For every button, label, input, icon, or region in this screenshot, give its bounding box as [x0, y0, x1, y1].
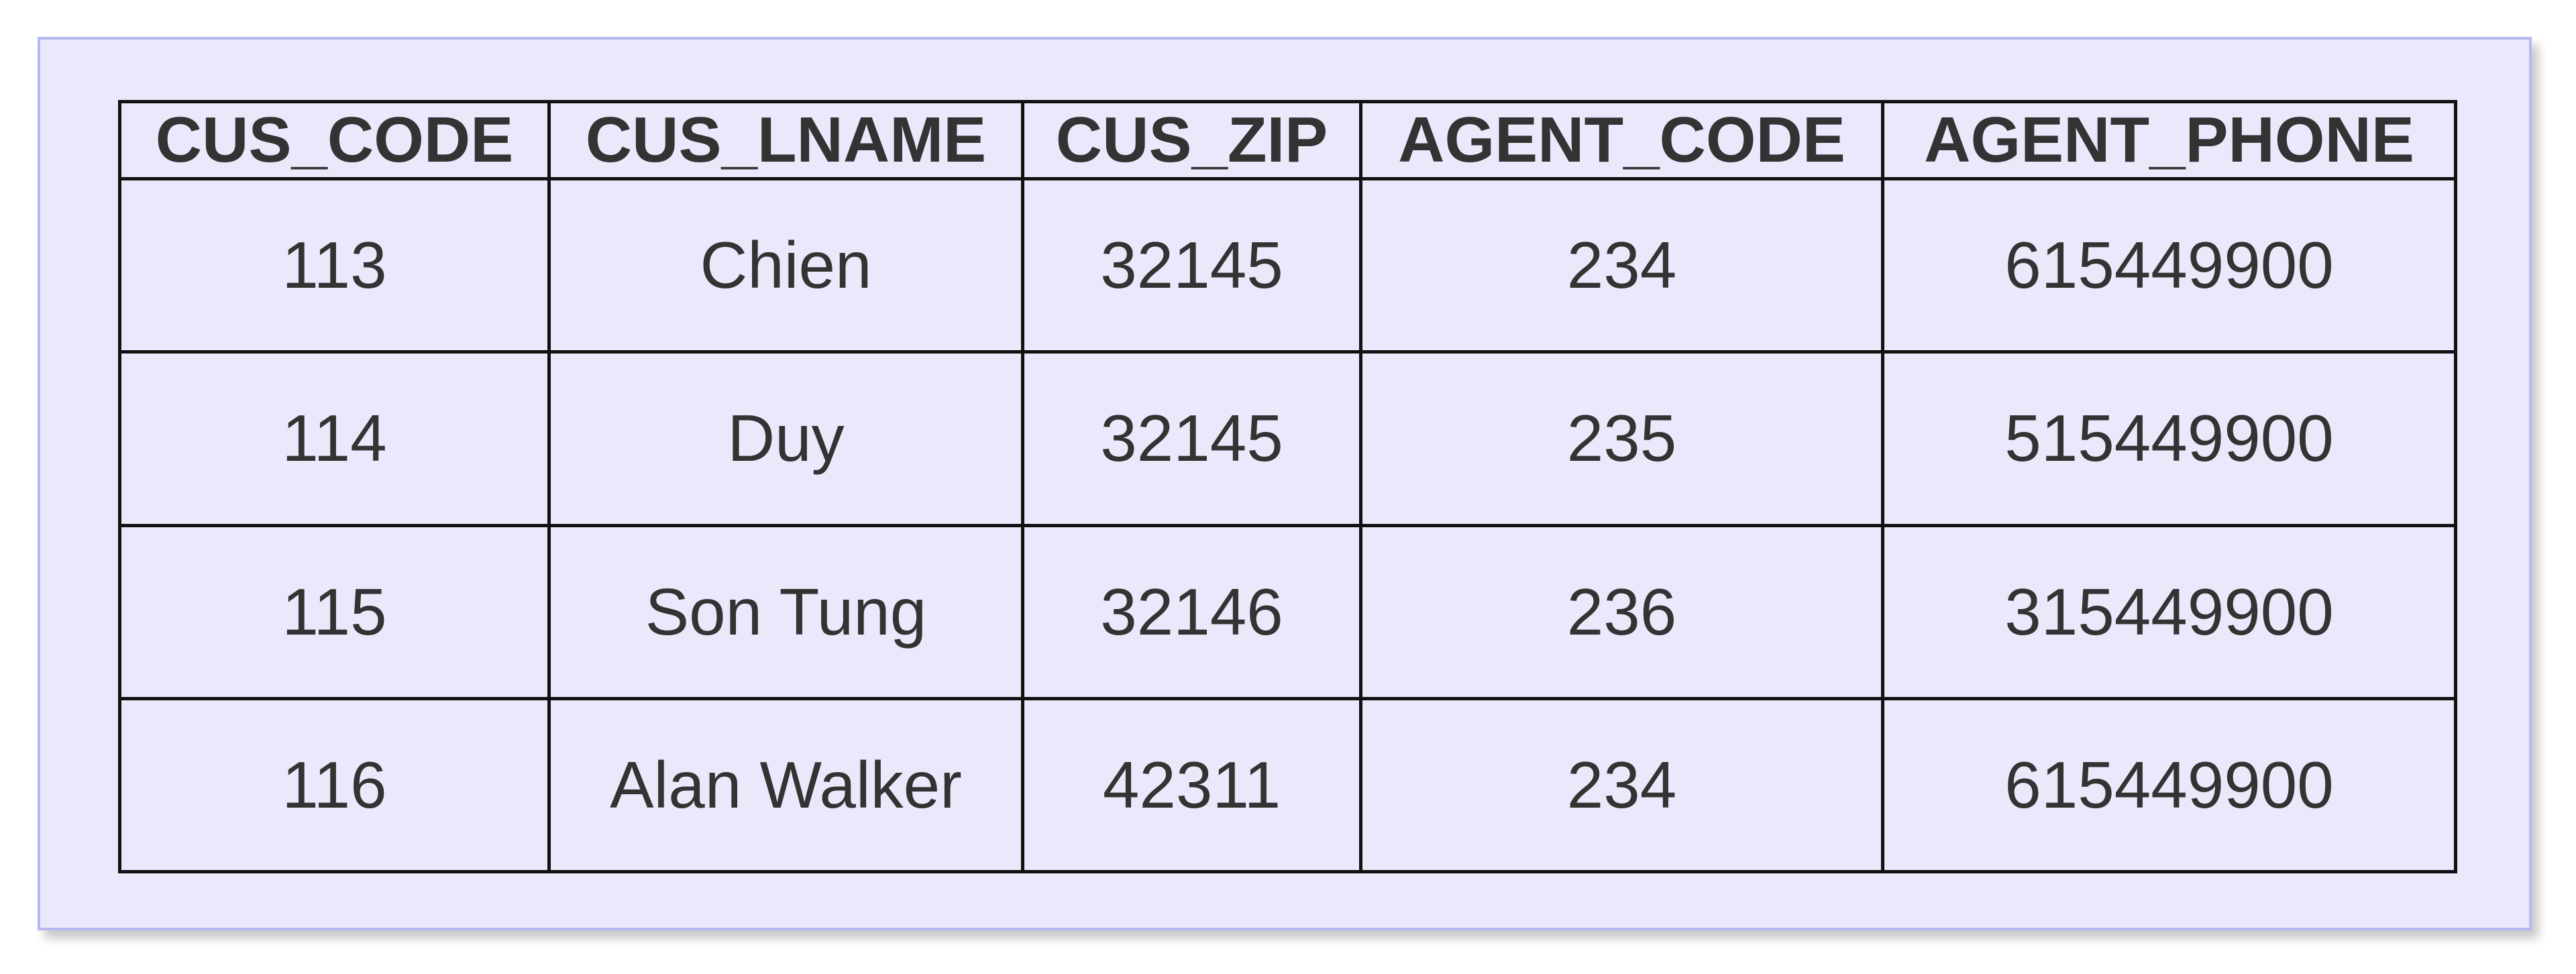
- column-header-agent-phone: AGENT_PHONE: [1881, 100, 2457, 180]
- column-header-agent-code: AGENT_CODE: [1359, 100, 1884, 180]
- cell-cus-lname: Chien: [547, 176, 1024, 354]
- column-header-cus-code: CUS_CODE: [118, 100, 551, 180]
- cell-cus-code: 114: [118, 350, 551, 527]
- cell-cus-code: 115: [118, 523, 551, 700]
- cell-cus-code: 113: [118, 176, 551, 354]
- cell-agent-phone: 315449900: [1881, 523, 2457, 700]
- table-row: 113 Chien 32145 234 615449900: [118, 176, 2457, 354]
- cell-agent-phone: 615449900: [1881, 176, 2457, 354]
- column-header-cus-lname: CUS_LNAME: [547, 100, 1024, 180]
- cell-cus-zip: 42311: [1021, 696, 1362, 874]
- cell-cus-lname: Alan Walker: [547, 696, 1024, 874]
- cell-cus-lname: Son Tung: [547, 523, 1024, 700]
- table-panel: CUS_CODE CUS_LNAME CUS_ZIP AGENT_CODE AG…: [38, 37, 2532, 930]
- cell-cus-code: 116: [118, 696, 551, 874]
- cell-cus-zip: 32145: [1021, 350, 1362, 527]
- cell-agent-phone: 515449900: [1881, 350, 2457, 527]
- cell-agent-code: 234: [1359, 696, 1884, 874]
- header-row: CUS_CODE CUS_LNAME CUS_ZIP AGENT_CODE AG…: [118, 100, 2457, 180]
- table-row: 114 Duy 32145 235 515449900: [118, 350, 2457, 527]
- cell-cus-zip: 32146: [1021, 523, 1362, 700]
- table-row: 115 Son Tung 32146 236 315449900: [118, 523, 2457, 700]
- cell-agent-phone: 615449900: [1881, 696, 2457, 874]
- cell-cus-lname: Duy: [547, 350, 1024, 527]
- data-table: CUS_CODE CUS_LNAME CUS_ZIP AGENT_CODE AG…: [118, 100, 2457, 874]
- column-header-cus-zip: CUS_ZIP: [1021, 100, 1362, 180]
- cell-agent-code: 235: [1359, 350, 1884, 527]
- table-row: 116 Alan Walker 42311 234 615449900: [118, 696, 2457, 874]
- cell-cus-zip: 32145: [1021, 176, 1362, 354]
- cell-agent-code: 234: [1359, 176, 1884, 354]
- cell-agent-code: 236: [1359, 523, 1884, 700]
